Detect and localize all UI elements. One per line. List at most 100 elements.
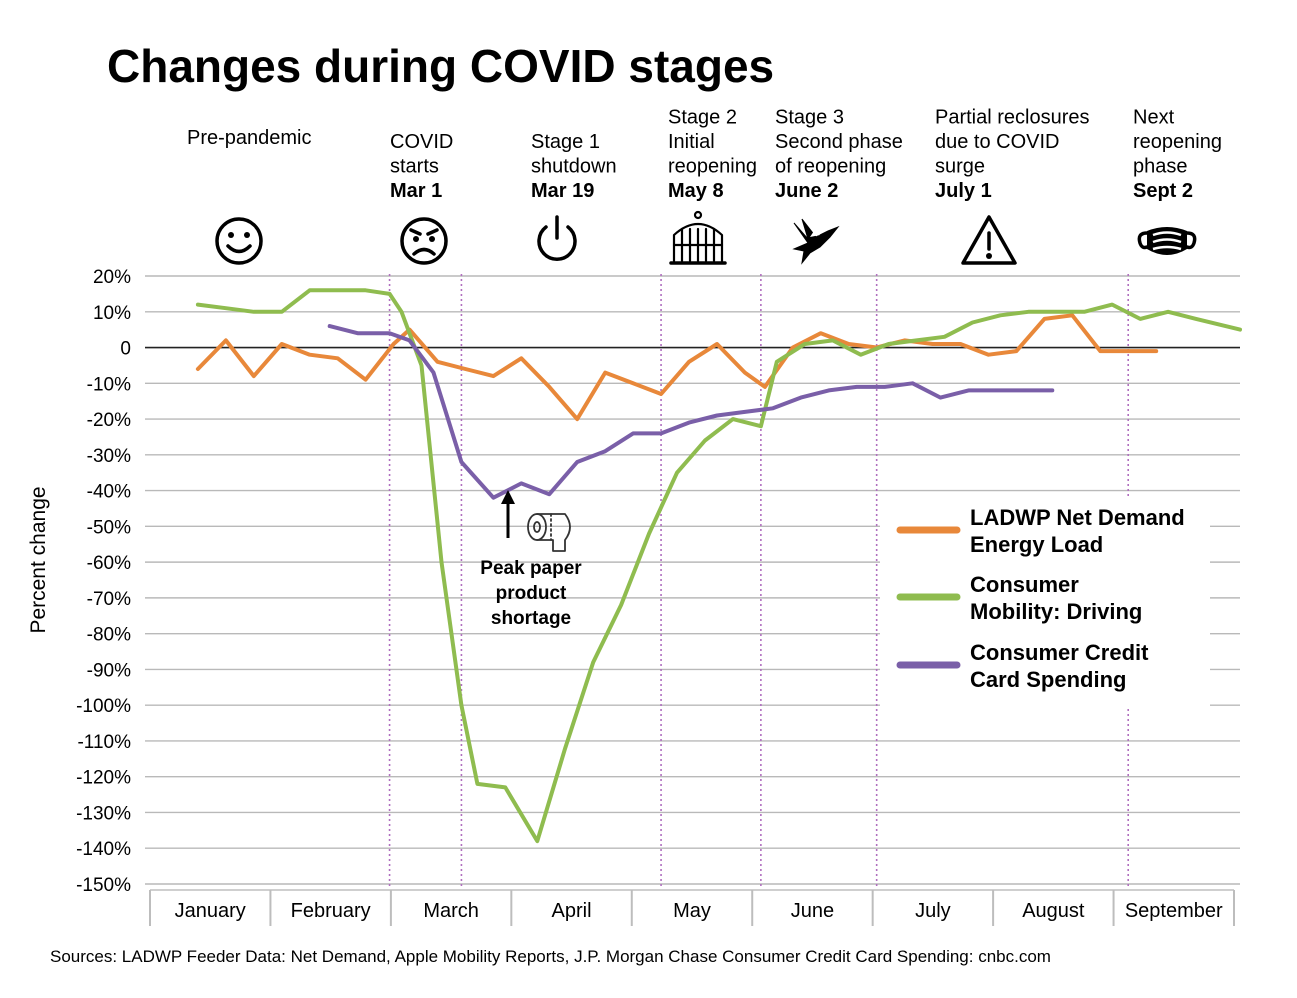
x-tick-label: August [1022, 900, 1085, 922]
y-tick-label: 10% [93, 303, 131, 324]
data-point-credit-spending [575, 460, 579, 464]
data-point-mobility-driving [336, 288, 340, 292]
warning-icon [961, 215, 1017, 265]
data-point-credit-spending [547, 492, 551, 496]
data-point-ladwp-demand [958, 342, 963, 346]
data-point-credit-spending [687, 421, 691, 425]
data-point-credit-spending [938, 396, 943, 400]
annotation-text: shortage [491, 608, 571, 629]
series-line-ladwp-demand [195, 313, 1159, 422]
data-point-credit-spending [994, 388, 999, 392]
data-point-credit-spending [743, 410, 747, 414]
data-point-mobility-driving [1110, 303, 1114, 307]
y-tick-label: -30% [87, 446, 131, 467]
data-point-credit-spending [603, 449, 607, 453]
y-tick-label: -100% [76, 696, 131, 717]
data-point-mobility-driving [196, 303, 200, 307]
y-tick-label: -20% [87, 410, 131, 431]
data-point-credit-spending [799, 396, 803, 400]
data-point-mobility-driving [364, 288, 368, 292]
data-point-credit-spending [911, 381, 915, 385]
stage-label-line: Next [1133, 107, 1175, 129]
legend-label: Mobility: Driving [970, 599, 1142, 624]
face-mask-icon [1137, 227, 1197, 255]
data-point-mobility-driving [1054, 310, 1058, 314]
data-point-ladwp-demand [986, 353, 991, 357]
series-lines [195, 288, 1242, 844]
dove-icon [792, 218, 840, 265]
stage-label: Pre-pandemic [187, 127, 312, 149]
legend-label: Energy Load [970, 532, 1103, 557]
stage-date: July 1 [935, 180, 992, 202]
data-point-credit-spending [771, 406, 775, 410]
data-point-mobility-driving [591, 660, 595, 664]
data-point-credit-spending [328, 324, 332, 328]
stage-date: Mar 1 [390, 180, 442, 202]
legend-label: Consumer Credit [970, 640, 1149, 665]
data-point-ladwp-demand [252, 374, 256, 378]
data-point-mobility-driving [731, 417, 735, 421]
data-point-mobility-driving [1238, 328, 1242, 332]
data-point-ladwp-demand [743, 371, 747, 375]
stage-icons [215, 210, 1197, 265]
y-tick-label: -90% [87, 660, 131, 681]
stage-label-line: of reopening [775, 156, 886, 178]
legend-label: LADWP Net Demand [970, 505, 1185, 530]
power-icon [537, 215, 577, 261]
source-note: Sources: LADWP Feeder Data: Net Demand, … [50, 947, 1051, 966]
legend-label: Consumer [970, 572, 1079, 597]
data-point-ladwp-demand [280, 342, 284, 346]
data-point-ladwp-demand [196, 367, 200, 371]
stage-date: May 8 [668, 180, 724, 202]
data-point-mobility-driving [563, 746, 567, 750]
series-line-mobility-driving [195, 288, 1242, 844]
data-point-mobility-driving [803, 342, 807, 346]
data-point-ladwp-demand [392, 342, 396, 346]
stage-label-line: shutdown [531, 156, 617, 178]
x-tick-label: January [175, 900, 246, 922]
data-point-mobility-driving [859, 353, 863, 357]
data-point-mobility-driving [224, 306, 228, 310]
y-tick-label: -110% [77, 732, 131, 753]
data-point-credit-spending [1022, 388, 1026, 392]
data-point-mobility-driving [915, 338, 919, 342]
data-point-mobility-driving [887, 342, 891, 346]
legend-label: Card Spending [970, 667, 1126, 692]
y-tick-label: 20% [93, 267, 131, 288]
data-point-mobility-driving [439, 560, 444, 564]
data-point-ladwp-demand [1042, 317, 1046, 321]
data-point-credit-spending [827, 388, 831, 392]
data-point-credit-spending [356, 331, 360, 335]
series-line-credit-spending [327, 324, 1055, 500]
data-point-mobility-driving [1166, 310, 1170, 314]
data-point-mobility-driving [759, 424, 763, 428]
data-point-ladwp-demand [631, 381, 635, 385]
stage-label-line: Second phase [775, 131, 903, 153]
data-point-ladwp-demand [308, 353, 312, 357]
data-point-ladwp-demand [819, 331, 823, 335]
data-point-ladwp-demand [1070, 313, 1074, 317]
stage-date: Mar 19 [531, 180, 594, 202]
data-point-mobility-driving [475, 782, 479, 786]
data-point-credit-spending [883, 385, 887, 389]
data-point-ladwp-demand [463, 367, 467, 371]
data-point-ladwp-demand [659, 392, 663, 396]
x-tick-label: June [791, 900, 834, 922]
data-point-ladwp-demand [491, 374, 495, 378]
toilet-paper-icon [527, 513, 571, 552]
data-point-mobility-driving [675, 471, 679, 475]
y-axis-label: Percent change [27, 486, 50, 633]
x-tick-label: April [552, 900, 592, 922]
data-point-credit-spending [388, 331, 392, 335]
data-point-credit-spending [491, 496, 495, 500]
y-tick-label: 0 [120, 339, 131, 360]
stage-label-line: due to COVID [935, 131, 1060, 153]
